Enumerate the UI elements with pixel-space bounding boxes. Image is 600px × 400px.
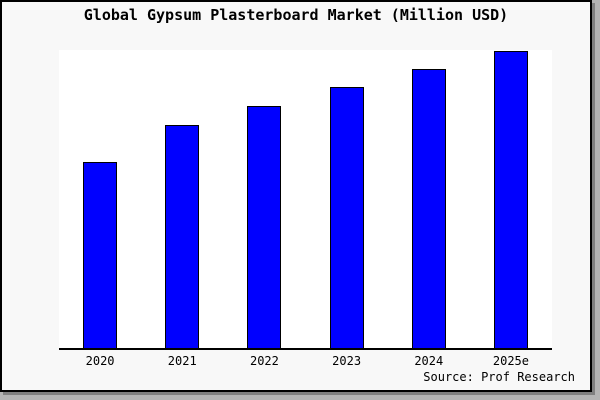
bar-2020 [83, 162, 118, 348]
x-tick-label-2023: 2023 [332, 354, 362, 368]
bar-2023 [329, 86, 364, 348]
chart-frame: Global Gypsum Plasterboard Market (Milli… [0, 0, 592, 392]
bar-2025e [493, 50, 528, 348]
x-tick-label-2021: 2021 [167, 354, 197, 368]
bar-2021 [165, 125, 200, 348]
bars-container [59, 50, 552, 348]
plot-area [59, 50, 552, 348]
x-axis-labels: 2020 2021 2022 2023 2024 2025e [59, 354, 552, 368]
source-credit: Source: Prof Research [423, 370, 575, 384]
x-tick-label-2020: 2020 [85, 354, 115, 368]
chart-title: Global Gypsum Plasterboard Market (Milli… [83, 6, 509, 24]
x-tick-label-2025e: 2025e [492, 354, 529, 368]
bar-2024 [411, 69, 446, 348]
x-tick-label-2024: 2024 [414, 354, 444, 368]
x-axis-line [59, 348, 552, 350]
bar-2022 [247, 106, 282, 348]
x-tick-label-2022: 2022 [249, 354, 279, 368]
